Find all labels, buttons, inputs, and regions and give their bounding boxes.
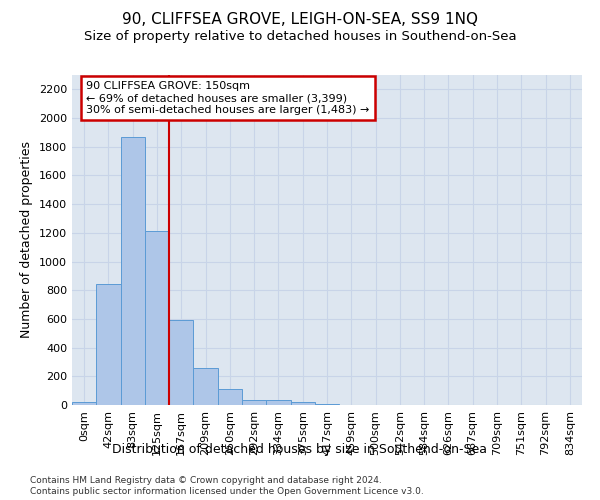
Text: 90 CLIFFSEA GROVE: 150sqm
← 69% of detached houses are smaller (3,399)
30% of se: 90 CLIFFSEA GROVE: 150sqm ← 69% of detac…: [86, 82, 370, 114]
Text: Size of property relative to detached houses in Southend-on-Sea: Size of property relative to detached ho…: [83, 30, 517, 43]
Bar: [242, 400, 266, 405]
Bar: [121, 136, 145, 405]
Text: Distribution of detached houses by size in Southend-on-Sea: Distribution of detached houses by size …: [113, 442, 487, 456]
Bar: [266, 400, 290, 405]
Text: 90, CLIFFSEA GROVE, LEIGH-ON-SEA, SS9 1NQ: 90, CLIFFSEA GROVE, LEIGH-ON-SEA, SS9 1N…: [122, 12, 478, 28]
Bar: [290, 402, 315, 405]
Text: Contains HM Land Registry data © Crown copyright and database right 2024.: Contains HM Land Registry data © Crown c…: [30, 476, 382, 485]
Bar: [145, 232, 169, 405]
Bar: [315, 404, 339, 405]
Y-axis label: Number of detached properties: Number of detached properties: [20, 142, 34, 338]
Bar: [96, 284, 121, 405]
Bar: [218, 389, 242, 405]
Text: Contains public sector information licensed under the Open Government Licence v3: Contains public sector information licen…: [30, 487, 424, 496]
Bar: [193, 368, 218, 405]
Bar: [72, 402, 96, 405]
Bar: [169, 320, 193, 405]
